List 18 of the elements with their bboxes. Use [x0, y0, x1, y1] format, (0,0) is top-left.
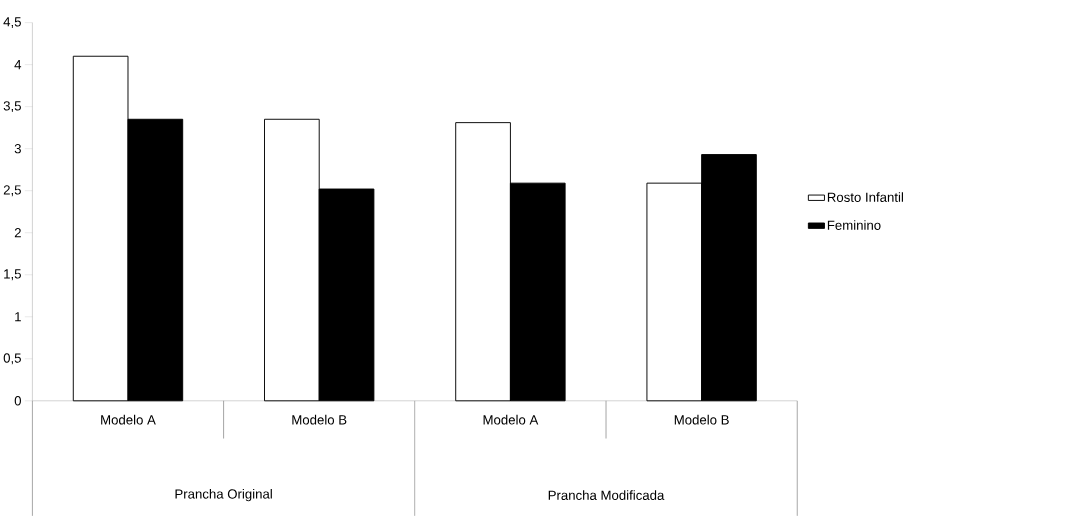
- y-tick-label: 1: [15, 312, 21, 322]
- text: Prancha Original: [175, 488, 272, 502]
- y-tick-label: 3,5: [3, 101, 21, 113]
- y-tick-label: 0,5: [3, 353, 21, 365]
- legend-label: Feminino: [827, 220, 881, 230]
- y-tick-label: 2,5: [3, 185, 21, 197]
- x-tick-label: Modelo A: [101, 414, 156, 425]
- x-tick-label: Modelo A: [483, 414, 539, 425]
- y-tick-label: 2: [14, 228, 21, 238]
- legend-label: Rosto Infantil: [827, 192, 903, 202]
- x-tick-label: Modelo B: [674, 414, 729, 425]
- y-tick-label: 3: [14, 143, 21, 154]
- y-tick-label: 4,5: [3, 17, 21, 28]
- x-tick-label: Modelo B: [292, 414, 347, 425]
- y-tick-label: 0: [14, 396, 21, 406]
- y-tick-label: 4: [14, 60, 22, 70]
- text: Prancha Modificada: [548, 490, 665, 500]
- y-tick-label: 1,5: [4, 269, 21, 281]
